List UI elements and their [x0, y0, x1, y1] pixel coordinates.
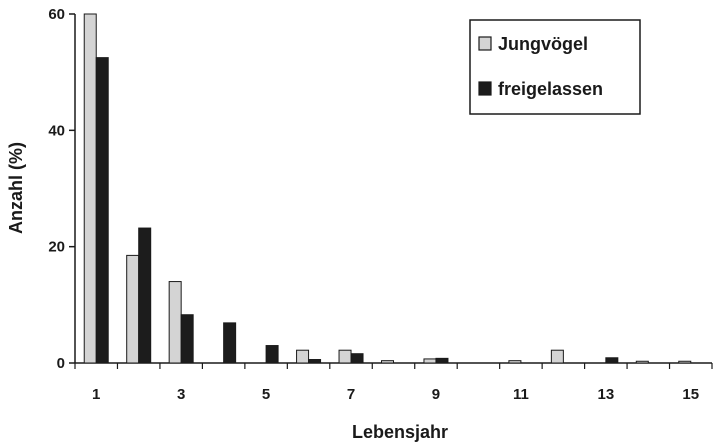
legend-label-jungvoegel: Jungvögel [498, 34, 588, 54]
bar-freigelassen [95, 57, 109, 364]
bar-freigelassen [435, 357, 449, 364]
legend-label-freigelassen: freigelassen [498, 79, 603, 99]
x-tick-label: 13 [597, 386, 614, 403]
x-axis-title: Lebensjahr [352, 422, 448, 442]
x-axis: 1 3 5 7 9 11 13 15 [74, 362, 713, 403]
x-tick-label: 1 [92, 386, 100, 403]
x-tick-label: 7 [347, 386, 355, 403]
y-tick-label: 40 [48, 122, 65, 139]
legend-swatch-jungvoegel [478, 36, 492, 51]
x-tick-label: 11 [513, 386, 529, 403]
bar-jungvoegel [508, 360, 522, 364]
bar-freigelassen [180, 314, 194, 364]
bar-freigelassen [605, 357, 619, 364]
bar-jungvoegel [381, 360, 394, 364]
bar-jungvoegel [338, 349, 352, 364]
x-tick-label: 5 [262, 386, 270, 403]
bar-jungvoegel [423, 358, 437, 364]
legend: Jungvögel freigelassen [469, 19, 641, 115]
bars [83, 13, 692, 364]
legend-swatch-freigelassen [478, 81, 492, 96]
y-tick-label: 60 [48, 6, 65, 23]
legend-frame [469, 19, 641, 115]
x-tick-label: 15 [682, 386, 699, 403]
x-tick-label: 3 [177, 386, 185, 403]
bar-jungvoegel [296, 349, 310, 364]
bar-freigelassen [350, 353, 364, 364]
bar-freigelassen [138, 227, 152, 364]
y-tick-label: 20 [48, 239, 65, 256]
bar-jungvoegel [126, 254, 140, 364]
bar-freigelassen [265, 345, 279, 364]
bar-jungvoegel [635, 360, 649, 364]
bar-jungvoegel [83, 13, 97, 364]
bar-freigelassen [308, 359, 322, 364]
bar-jungvoegel [678, 360, 692, 364]
bar-jungvoegel [168, 281, 182, 364]
bar-freigelassen [223, 322, 237, 364]
x-tick-label: 9 [432, 386, 440, 403]
y-axis-title: Anzahl (%) [6, 142, 26, 234]
y-axis: 0 20 40 60 [48, 6, 76, 372]
bar-jungvoegel [550, 349, 564, 364]
y-tick-label: 0 [57, 355, 65, 372]
